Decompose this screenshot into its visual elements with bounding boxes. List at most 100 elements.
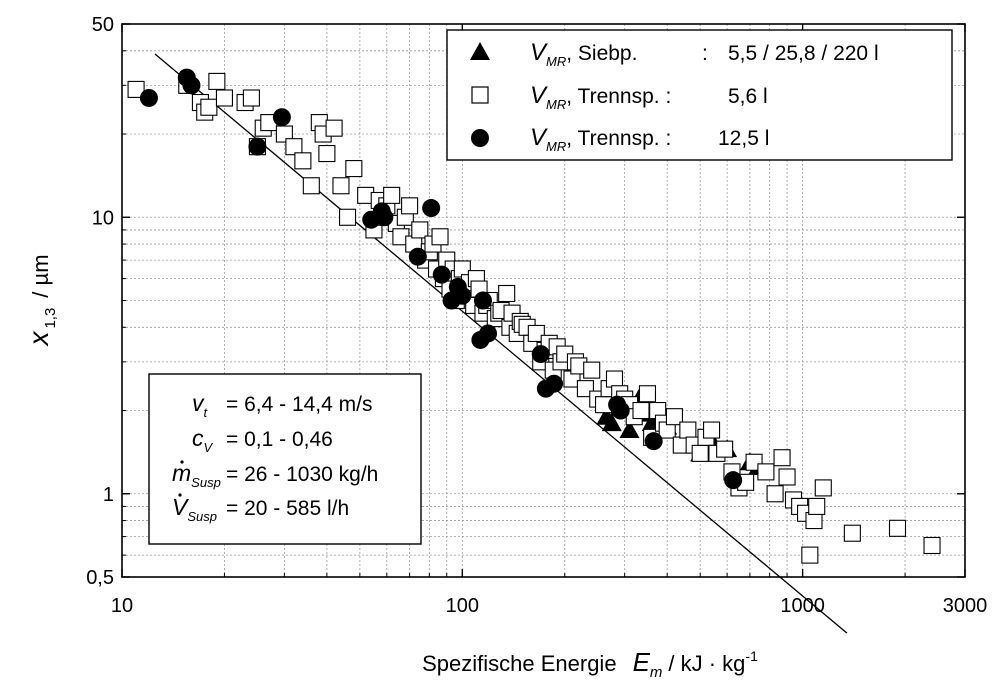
legend-box [446,29,953,161]
data-point-square [345,160,363,178]
legend-1-value: 5,5 / 25,8 / 220 l [728,42,879,65]
legend-entry-trennsp-12: VMR, Trennsp. : 12,5 l [530,124,769,154]
data-point-square [200,98,218,116]
x-axis-unit: / kJ · kg [668,651,745,676]
y-tick-label: 0,5 [86,567,114,589]
data-point-circle [139,88,158,107]
legend-3-sub: MR [546,139,566,154]
param-vt-symbol: v [192,390,205,416]
data-point-circle [473,291,492,310]
data-point-square [691,444,709,462]
data-point-circle [408,247,427,266]
data-point-square [773,449,791,467]
data-point-square [766,485,784,503]
data-point-square [757,463,775,481]
data-point-circle [248,137,267,156]
legend-2-value: 5,6 l [728,85,768,108]
legend-2-symbol: V [530,82,548,109]
x-axis-text: Spezifische Energie [422,651,616,676]
data-point-circle [479,324,498,343]
data-point-square [665,408,683,426]
data-point-square [411,221,429,239]
param-v-dot [178,493,182,497]
data-point-square [843,524,861,542]
data-point-square [294,152,312,170]
data-point-square [208,72,226,90]
param-cv-symbol: c [192,425,204,451]
data-point-circle [545,374,564,393]
y-axis-subscript: 1,3 [42,308,59,329]
data-point-square [716,440,734,458]
data-point-square [583,361,601,379]
parameters-frame [148,373,422,545]
param-vsusp: VSusp = 20 - 585 l/h [172,494,349,524]
data-point-square [338,208,357,226]
fit-line-group [154,53,848,634]
data-point-circle [272,108,291,127]
data-point-square [401,197,419,215]
param-cv: cV = 0,1 - 0,46 [192,425,333,455]
param-msusp: mSusp = 26 - 1030 kg/h [172,460,378,490]
x-tick-label: 100 [446,595,479,617]
param-vt-text: = 6,4 - 14,4 m/s [226,393,373,416]
data-point-circle [375,208,394,227]
data-point-circle [644,432,663,451]
data-point-circle [724,471,743,490]
data-point-square [242,89,260,107]
param-vt-sub: t [204,405,209,420]
legend-marker-square [471,86,489,104]
data-point-square [808,497,826,515]
data-point-square [778,468,796,486]
param-cv-text: = 0,1 - 0,46 [226,428,333,451]
parameters-box: vt = 6,4 - 14,4 m/s cV = 0,1 - 0,46 mSusp =… [148,373,422,545]
data-point-square [215,89,233,107]
data-point-square [814,479,832,497]
data-point-square [923,536,941,555]
legend-marker-triangle [470,42,490,60]
data-point-square [498,284,516,303]
data-point-square [318,144,336,163]
param-m-text: = 26 - 1030 kg/h [226,463,378,486]
legend-entry-siebp: VMR, Siebp.:5,5 / 25,8 / 220 l [530,39,879,69]
series-circle-filled [139,68,743,490]
y-axis-title: x 1,3 / µm [23,254,59,347]
data-point-square [801,546,819,564]
data-point-square [703,421,721,439]
y-axis-symbol: x [23,331,54,348]
data-points [127,68,941,564]
x-axis-symbol: E [633,647,651,677]
data-point-square [127,80,145,98]
legend-marker-circle [471,129,489,147]
x-axis-sup: -1 [745,648,758,664]
data-point-square [325,119,343,137]
data-point-square [431,228,449,246]
param-v-symbol: V [172,494,190,520]
param-m-symbol: m [172,460,191,486]
legend-3-value: 12,5 l [718,127,769,150]
param-v-text: = 20 - 585 l/h [226,497,349,520]
svg-text:x1,3/ µm: x 1,3 / µm [23,254,59,347]
legend-3-rest: , Trennsp. : [566,127,671,150]
series-square-open [127,72,941,564]
x-tick-label: 3000 [943,595,988,617]
x-tick-label: 1000 [780,595,825,617]
data-point-square [302,177,320,195]
param-m-sub: Susp [191,475,221,490]
data-point-square [679,421,697,439]
data-point-square [638,385,657,403]
data-point-circle [531,345,550,364]
y-tick-label: 10 [92,207,114,229]
legend-1-symbol: V [530,39,548,66]
x-tick-label: 10 [111,595,133,617]
data-point-circle [432,265,451,284]
data-point-circle [182,76,201,95]
param-m-dot [180,460,184,464]
y-axis-unit: / µm [28,254,53,297]
data-point-circle [422,199,441,218]
legend-entry-trennsp-5: VMR, Trennsp. : 5,6 l [530,82,768,112]
legend-1-rest: , Siebp. [566,42,637,65]
data-point-square [527,324,545,343]
x-axis-title: Spezifische Energie Em / kJ · kg-1 [422,647,758,681]
fit-line [154,53,848,634]
